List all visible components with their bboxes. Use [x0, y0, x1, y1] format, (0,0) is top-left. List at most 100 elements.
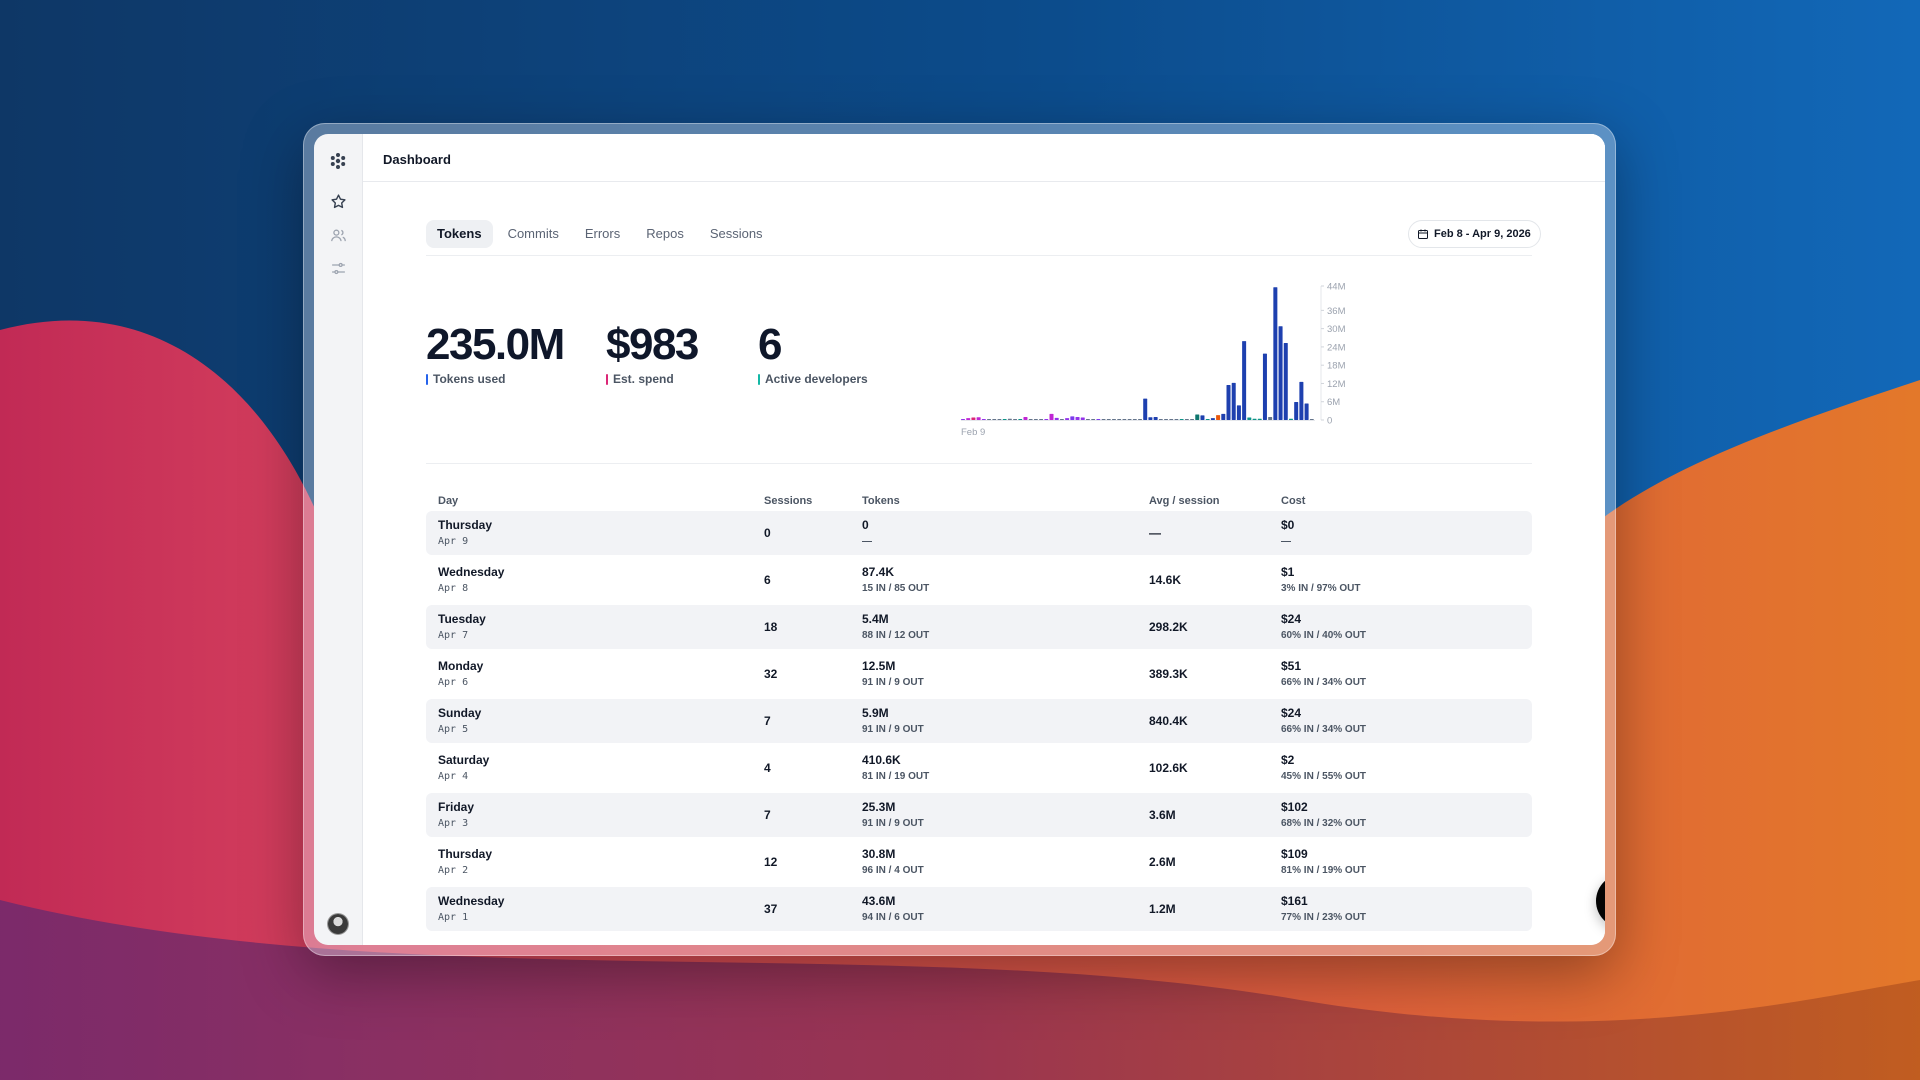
table-row[interactable]: Friday Apr 3 7 25.3M 91 IN / 9 OUT 3.6M $102 68… [426, 793, 1532, 837]
avatar[interactable] [328, 914, 348, 934]
day-date: Apr 8 [438, 583, 469, 594]
cost-split: 66% IN / 34% OUT [1281, 724, 1367, 735]
chart-bar [1195, 414, 1200, 420]
chart-bar [981, 419, 986, 420]
date-range-picker[interactable]: Feb 8 - Apr 9, 2026 [1408, 220, 1541, 248]
stat-label-row: Active developers [758, 372, 868, 386]
table-row[interactable]: Thursday Apr 2 12 30.8M 96 IN / 4 OUT 2.6M $10… [426, 840, 1532, 884]
stat-label-row: Tokens used [426, 372, 564, 386]
table-row[interactable]: Saturday Apr 4 4 410.6K 81 IN / 19 OUT 102.6K… [426, 746, 1532, 790]
day-date: Apr 3 [438, 818, 469, 829]
chart-bar [1174, 419, 1179, 420]
chart-bar [1106, 419, 1111, 420]
chart-bar [1268, 416, 1273, 420]
chart-bar [1278, 326, 1283, 420]
y-tick-label: 24M [1327, 342, 1346, 353]
day-name: Wednesday [438, 894, 505, 908]
cost-value: $109 [1281, 847, 1308, 861]
chart-bar [1080, 417, 1085, 420]
cost-split: 60% IN / 40% OUT [1281, 630, 1367, 641]
tab-commits[interactable]: Commits [507, 226, 559, 241]
main-panel: Dashboard Tokens Commits Errors Repos Se… [362, 134, 1605, 945]
cost-split: 45% IN / 55% OUT [1281, 771, 1367, 782]
cell-day: Sunday Apr 5 [438, 699, 481, 743]
cell-cost: $24 60% IN / 40% OUT [1281, 605, 1366, 649]
cell-tokens: 5.4M 88 IN / 12 OUT [862, 605, 929, 649]
chart-bar [1304, 403, 1309, 420]
star-icon[interactable] [326, 189, 350, 213]
tab-tokens[interactable]: Tokens [426, 220, 493, 248]
daily-usage-table: Day Sessions Tokens Avg / session Cost T… [426, 491, 1532, 934]
cell-avg-session: 840.4K [1149, 699, 1188, 743]
cell-sessions: 32 [764, 652, 777, 696]
table-row[interactable]: Wednesday Apr 8 6 87.4K 15 IN / 85 OUT 14.6K $… [426, 558, 1532, 602]
cell-cost: $2 45% IN / 55% OUT [1281, 746, 1366, 790]
table-row[interactable]: Wednesday Apr 1 37 43.6M 94 IN / 6 OUT 1.2M $1… [426, 887, 1532, 931]
avg-session-value: 840.4K [1149, 714, 1188, 728]
cell-tokens: 87.4K 15 IN / 85 OUT [862, 558, 929, 602]
stat-value: $983 [606, 320, 699, 369]
tokens-value: 5.9M [862, 706, 889, 720]
chart-bar [1226, 384, 1231, 420]
logo-icon[interactable] [326, 149, 350, 173]
chart-bar [1059, 419, 1064, 420]
day-name: Friday [438, 800, 475, 814]
cell-cost: $24 66% IN / 34% OUT [1281, 699, 1366, 743]
section-divider [426, 463, 1532, 464]
cell-day: Wednesday Apr 1 [438, 887, 504, 931]
chart-bar [987, 419, 992, 420]
sessions-value: 37 [764, 902, 778, 916]
chart-bar [1096, 419, 1101, 420]
cell-cost: $0 — [1281, 511, 1294, 555]
cell-cost: $161 77% IN / 23% OUT [1281, 887, 1366, 931]
tab-errors[interactable]: Errors [584, 226, 621, 241]
table-row[interactable]: Tuesday Apr 7 18 5.4M 88 IN / 12 OUT 298.2K $2… [426, 605, 1532, 649]
day-date: Apr 7 [438, 630, 469, 641]
day-date: Apr 9 [438, 536, 469, 547]
chart-bar [1236, 405, 1241, 420]
chart-bar [961, 419, 966, 420]
cost-split: 66% IN / 34% OUT [1281, 677, 1367, 688]
sessions-value: 6 [764, 573, 771, 587]
stat-est-spend: $983 Est. spend [606, 320, 699, 386]
top-bar: Dashboard [363, 134, 1605, 182]
table-row[interactable]: Sunday Apr 5 7 5.9M 91 IN / 9 OUT 840.4K $24 66… [426, 699, 1532, 743]
stat-label: Active developers [765, 372, 868, 386]
cell-cost: $51 66% IN / 34% OUT [1281, 652, 1366, 696]
column-header-avg-session: Avg / session [1149, 495, 1220, 507]
cell-avg-session: 389.3K [1149, 652, 1188, 696]
chart-bar [1033, 419, 1038, 420]
avg-session-value: 3.6M [1149, 808, 1176, 822]
tab-bar: Tokens Commits Errors Repos Sessions [426, 220, 774, 248]
cell-cost: $1 3% IN / 97% OUT [1281, 558, 1360, 602]
sliders-icon[interactable] [326, 256, 350, 280]
cost-split: 3% IN / 97% OUT [1281, 583, 1361, 594]
chart-bar [1210, 418, 1215, 420]
stat-color-bar [426, 373, 428, 385]
chart-bar [1169, 419, 1174, 420]
tab-repos[interactable]: Repos [646, 226, 684, 241]
tokens-value: 25.3M [862, 800, 896, 814]
chart-bar [966, 418, 971, 420]
chart-bar [976, 417, 981, 420]
tokens-split: 91 IN / 9 OUT [862, 818, 924, 829]
tokens-split: 91 IN / 9 OUT [862, 724, 924, 735]
avg-session-value: — [1149, 526, 1161, 540]
day-name: Sunday [438, 706, 482, 720]
users-icon[interactable] [326, 223, 350, 247]
table-row[interactable]: Thursday Apr 9 0 0— — $0— [426, 511, 1532, 555]
chart-bar [1231, 382, 1236, 420]
day-name: Thursday [438, 518, 493, 532]
tokens-value: 12.5M [862, 659, 896, 673]
tab-sessions[interactable]: Sessions [709, 226, 763, 241]
cost-split: 77% IN / 23% OUT [1281, 912, 1367, 923]
table-row[interactable]: Monday Apr 6 32 12.5M 91 IN / 9 OUT 389.3K $51… [426, 652, 1532, 696]
chart-bar [1054, 417, 1059, 420]
day-date: Apr 6 [438, 677, 469, 688]
day-name: Saturday [438, 753, 490, 767]
day-name: Wednesday [438, 565, 505, 579]
chart-bar [1153, 416, 1158, 420]
chat-button[interactable] [1596, 874, 1605, 928]
chart-bar [1023, 416, 1028, 420]
cell-avg-session: 102.6K [1149, 746, 1188, 790]
